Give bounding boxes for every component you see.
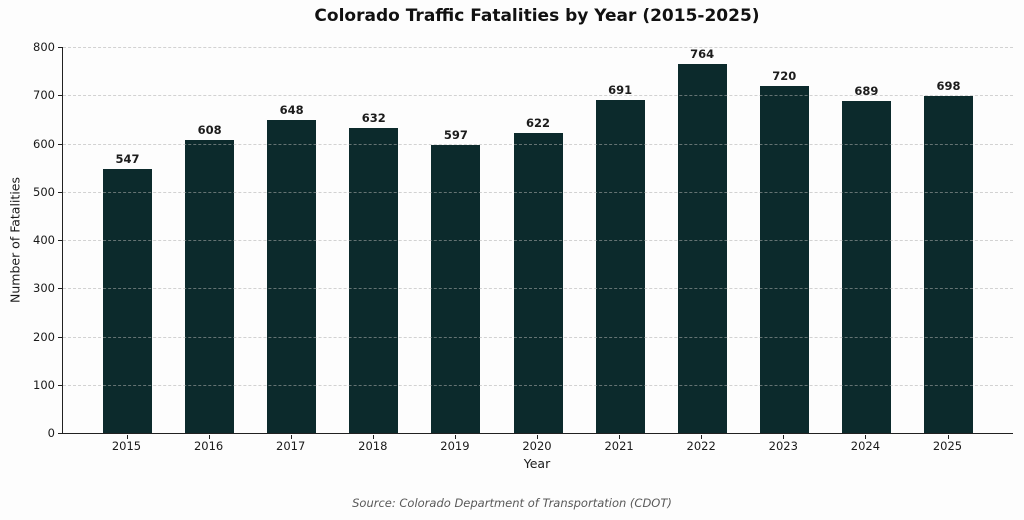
x-tick-label: 2023 xyxy=(768,439,798,453)
y-tick-label: 400 xyxy=(33,233,55,247)
bar-value-label: 648 xyxy=(279,103,304,118)
chart-title: Colorado Traffic Fatalities by Year (201… xyxy=(314,6,760,26)
x-tick-label: 2018 xyxy=(358,439,388,453)
bar-2020 xyxy=(513,132,563,433)
bar-2023 xyxy=(759,85,809,433)
bar-value-label: 632 xyxy=(361,111,386,126)
x-tick-mark xyxy=(454,434,456,439)
y-tick-mark xyxy=(58,47,62,48)
x-axis-label: Year xyxy=(523,456,551,471)
x-tick-mark xyxy=(783,434,785,439)
gridline xyxy=(63,240,1013,241)
x-tick-mark xyxy=(865,434,867,439)
bar-2019 xyxy=(431,144,481,433)
gridlines-layer xyxy=(63,47,1013,433)
bar-value-label: 720 xyxy=(772,68,797,83)
bar-2016 xyxy=(185,139,235,433)
gridline xyxy=(63,143,1013,145)
gridline xyxy=(63,95,1013,97)
plot-area: 547 608 648 632 597 622 691 764 720 689 698 xyxy=(62,47,1013,434)
gridline xyxy=(63,336,1013,338)
x-tick-label: 2025 xyxy=(932,439,963,453)
x-tick-label: 2016 xyxy=(193,439,224,453)
bar-2021 xyxy=(595,99,645,433)
bar-2025 xyxy=(924,96,973,433)
bars-layer xyxy=(63,47,1013,433)
x-tick-label: 2017 xyxy=(276,439,306,453)
y-tick-label: 500 xyxy=(33,184,55,199)
x-tick-label: 2021 xyxy=(604,439,634,453)
y-tick-label: 100 xyxy=(33,377,55,392)
bar-2024 xyxy=(841,100,891,433)
bar-2022 xyxy=(677,64,727,433)
x-tick-label: 2015 xyxy=(111,439,142,453)
x-tick-mark xyxy=(701,434,703,439)
x-tick-mark xyxy=(290,434,292,439)
gridline xyxy=(63,288,1013,290)
x-tick-mark xyxy=(126,434,128,439)
y-tick-label: 600 xyxy=(33,136,55,151)
x-tick-label: 2020 xyxy=(522,439,552,453)
y-tick-label: 800 xyxy=(33,40,55,54)
bar-2015 xyxy=(103,169,152,433)
y-tick-label: 200 xyxy=(33,329,55,344)
bar-2018 xyxy=(349,128,399,433)
source-note: Source: Colorado Department of Transport… xyxy=(352,496,672,510)
y-tick-mark xyxy=(58,433,62,434)
y-tick-label: 300 xyxy=(33,281,55,296)
x-tick-mark xyxy=(947,434,949,439)
x-tick-mark xyxy=(372,434,374,439)
bar-value-label: 764 xyxy=(690,47,715,62)
y-tick-mark xyxy=(58,143,62,145)
x-tick-label: 2019 xyxy=(440,439,470,453)
y-tick-mark xyxy=(58,240,62,241)
y-tick-label: 700 xyxy=(33,88,55,103)
value-labels-layer: 547 608 648 632 597 622 691 764 720 689 698 xyxy=(63,47,1013,433)
bar-value-label: 597 xyxy=(443,127,468,142)
bar-value-label: 547 xyxy=(115,152,140,167)
y-tick-mark xyxy=(58,288,62,290)
y-tick-mark xyxy=(58,336,62,338)
gridline xyxy=(63,191,1013,193)
gridline xyxy=(63,384,1013,386)
x-tick-label: 2024 xyxy=(850,439,881,453)
bar-value-label: 691 xyxy=(608,82,633,97)
x-tick-mark xyxy=(208,434,210,439)
bar-value-label: 608 xyxy=(197,122,222,137)
x-tick-mark xyxy=(619,434,621,439)
bar-value-label: 689 xyxy=(854,83,879,98)
x-tick-label: 2022 xyxy=(686,439,716,453)
y-tick-mark xyxy=(58,384,62,386)
y-tick-label: 0 xyxy=(47,426,55,440)
bar-value-label: 622 xyxy=(525,115,551,130)
gridline xyxy=(63,47,1013,48)
y-tick-mark xyxy=(58,95,62,97)
y-tick-mark xyxy=(58,191,62,193)
bar-value-label: 698 xyxy=(936,79,961,94)
bar-2017 xyxy=(267,120,317,433)
x-tick-mark xyxy=(537,434,538,439)
